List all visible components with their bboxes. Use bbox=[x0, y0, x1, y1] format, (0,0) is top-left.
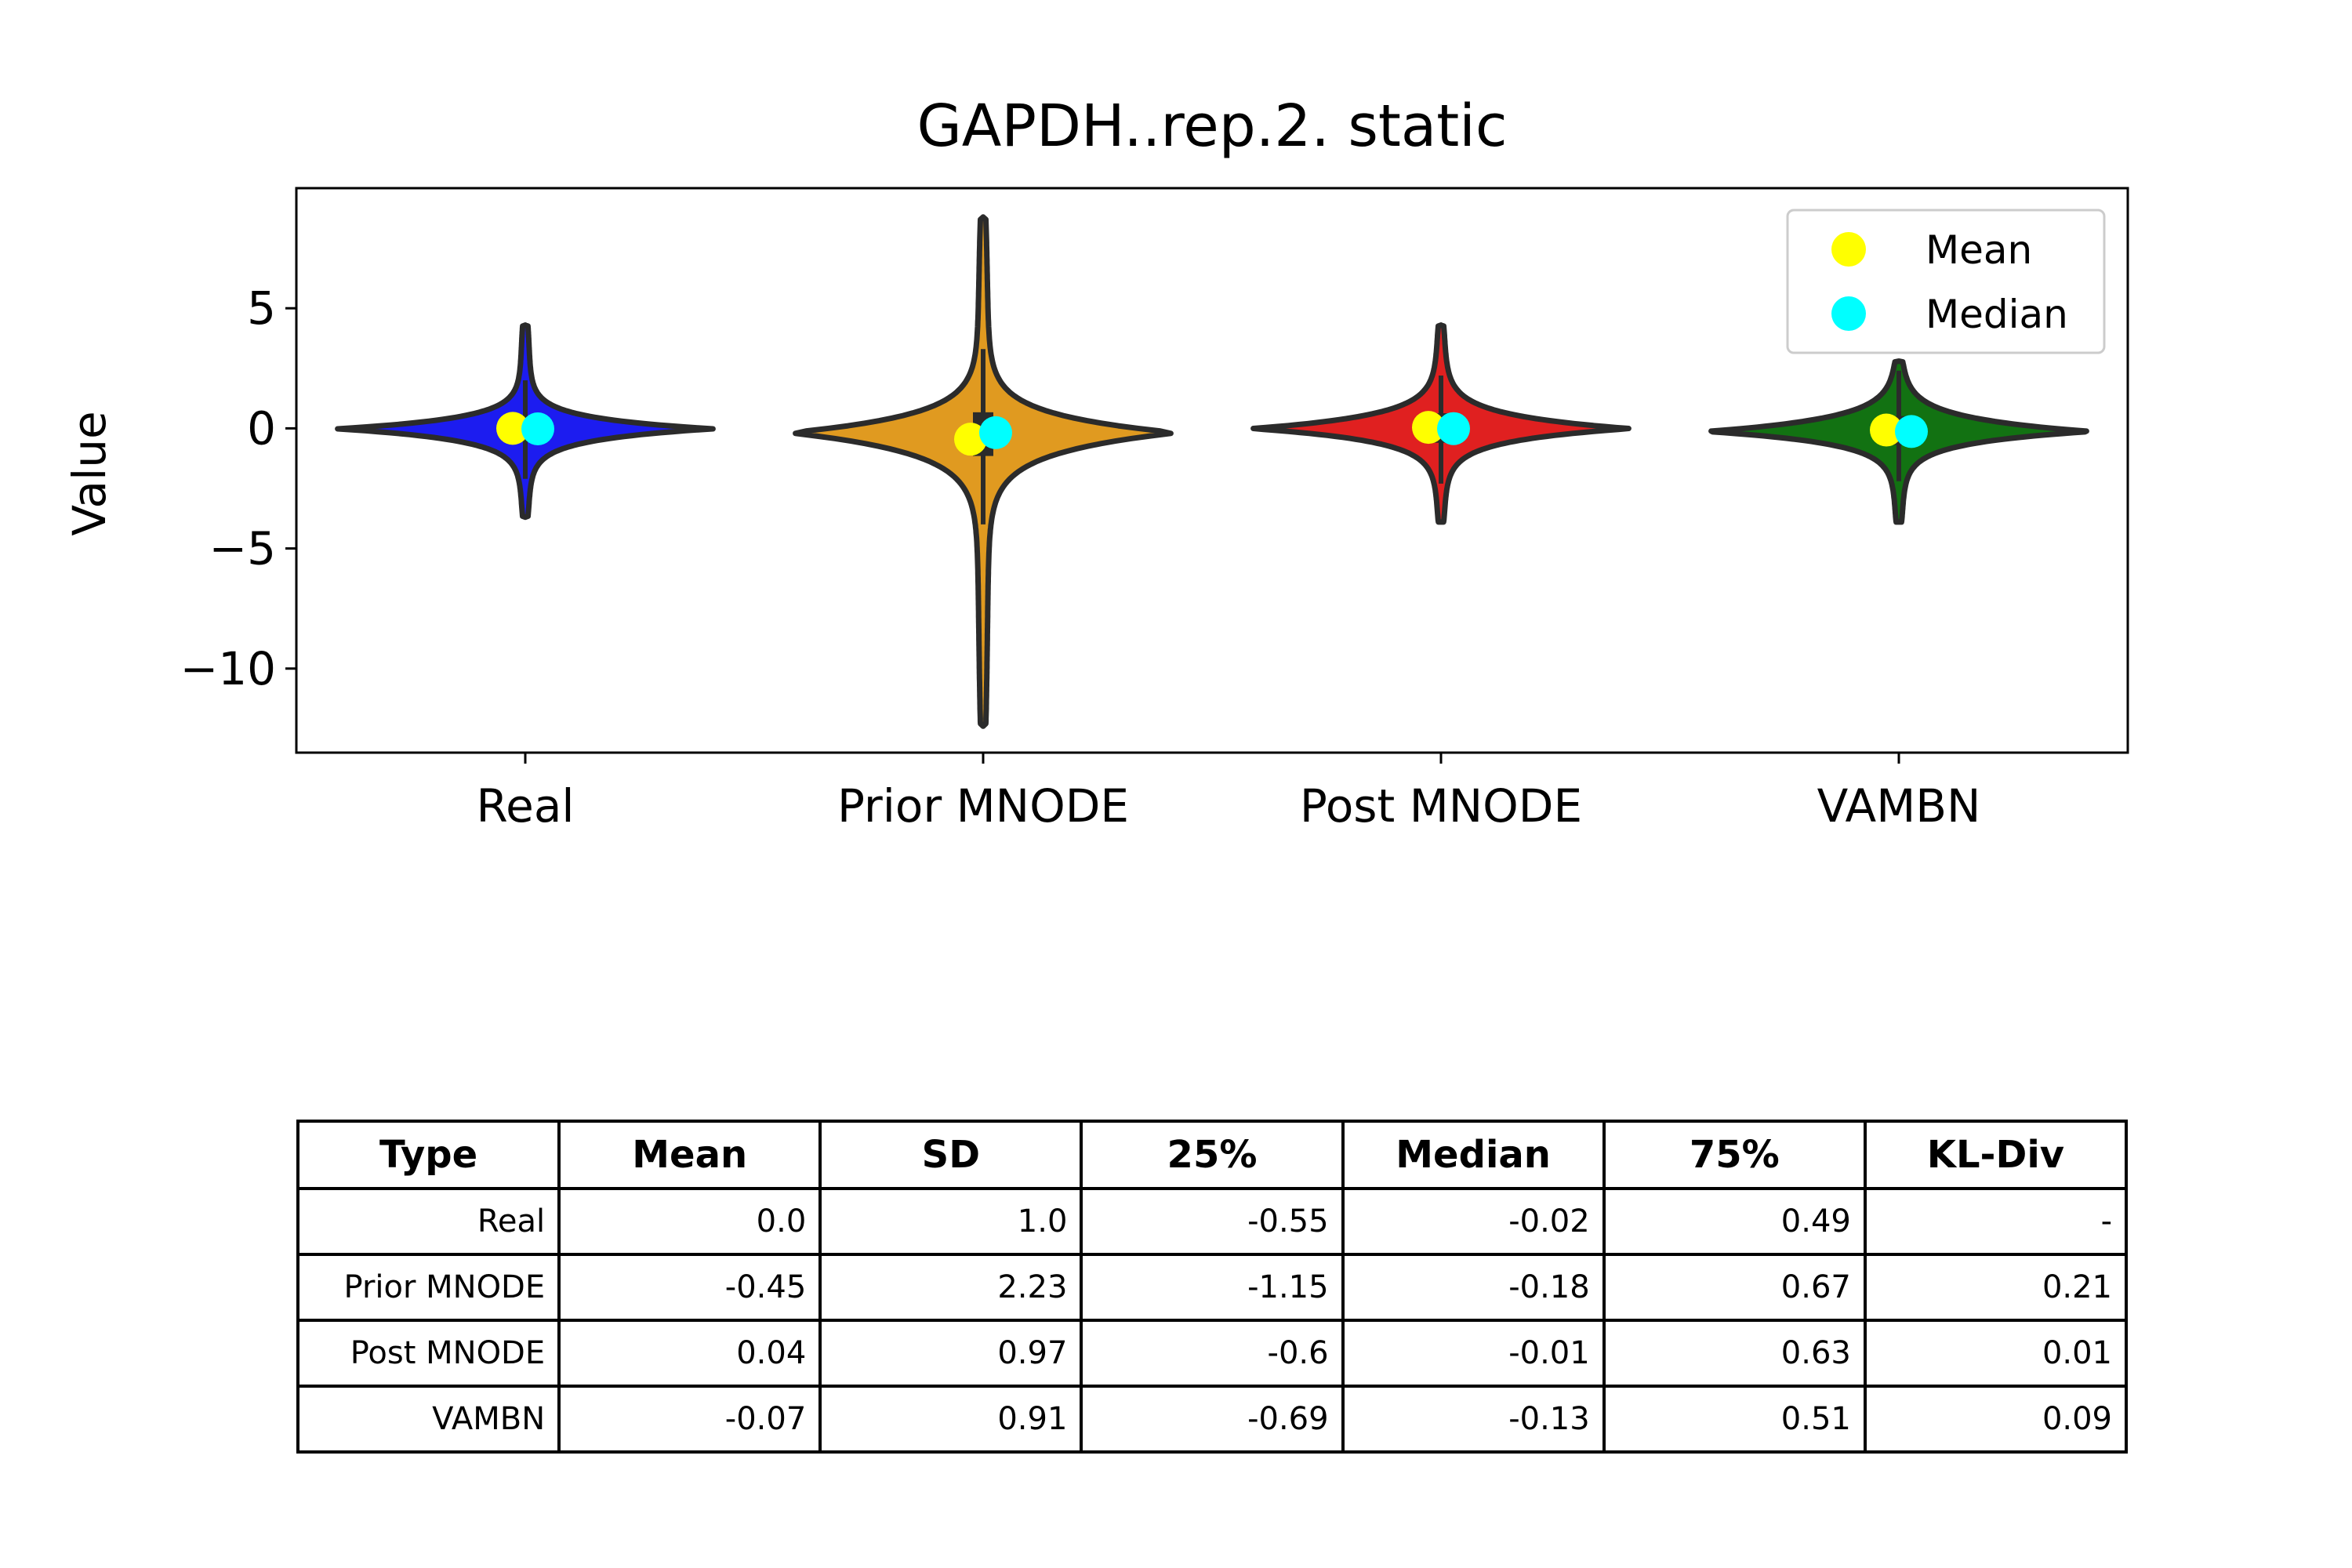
table-cell: 0.01 bbox=[1863, 1319, 2129, 1388]
table-cell: -0.02 bbox=[1341, 1187, 1606, 1256]
table-cell: -0.01 bbox=[1341, 1319, 1606, 1388]
table-cell: 0.63 bbox=[1602, 1319, 1867, 1388]
table-cell: -0.55 bbox=[1080, 1187, 1345, 1256]
x-tick-label: Post MNODE bbox=[1300, 779, 1582, 833]
table-cell: -0.6 bbox=[1080, 1319, 1345, 1388]
table-cell: -0.69 bbox=[1080, 1385, 1345, 1454]
y-tick-label: 5 bbox=[247, 281, 276, 335]
y-tick-label: −10 bbox=[180, 642, 276, 695]
plot-area: Real Prior MNODE Post MNODE VAMBN 5 0 −5 −10 bbox=[180, 187, 2129, 833]
legend-box bbox=[1786, 209, 2106, 354]
table-cell: Prior MNODE bbox=[296, 1253, 561, 1322]
table-cell: -0.07 bbox=[557, 1385, 822, 1454]
mean-point bbox=[496, 412, 529, 445]
table-cell: Post MNODE bbox=[296, 1319, 561, 1388]
table-header-cell: 75% bbox=[1602, 1120, 1867, 1190]
table-cell: -0.13 bbox=[1341, 1385, 1606, 1454]
stats-table: Type Mean SD 25% Median 75% KL-Div Real 0.0 1.0-… bbox=[296, 1120, 2129, 1454]
table-header-row: Type Mean SD 25% Median 75% KL-Div bbox=[296, 1120, 2129, 1190]
table-cell: Real bbox=[296, 1187, 561, 1256]
table-cell: -0.45 bbox=[557, 1253, 822, 1322]
x-tick-label: Prior MNODE bbox=[837, 779, 1129, 833]
table-cell: 1.0 bbox=[818, 1187, 1083, 1256]
y-tick-label: 0 bbox=[247, 401, 276, 455]
mean-legend-marker bbox=[1831, 232, 1866, 267]
table-cell: 0.09 bbox=[1863, 1385, 2129, 1454]
table-cell: - bbox=[1863, 1187, 2129, 1256]
mean-point bbox=[1870, 413, 1903, 447]
table-cell: 0.97 bbox=[818, 1319, 1083, 1388]
table-cell: VAMBN bbox=[296, 1385, 561, 1454]
table-row: Prior MNODE -0.45 2.23 -1.15 -0.18 0.67 0.21 bbox=[296, 1253, 2129, 1322]
table-row: Real 0.0 1.0 -0.55 -0.02 0.49- bbox=[296, 1187, 2129, 1256]
table-row: Post MNODE 0.04 0.97 -0.6 -0.01 0.63 0.01 bbox=[296, 1319, 2129, 1388]
mean-point bbox=[1412, 411, 1445, 445]
table-header-cell: SD bbox=[818, 1120, 1083, 1190]
table-cell: 0.51 bbox=[1602, 1385, 1867, 1454]
table-header-cell: Type bbox=[296, 1120, 561, 1190]
chart-title: GAPDH..rep.2. static bbox=[916, 93, 1507, 160]
y-tick-label: −5 bbox=[209, 522, 277, 575]
table-header-cell: KL-Div bbox=[1863, 1120, 2129, 1190]
table-header-cell: Median bbox=[1341, 1120, 1606, 1190]
table-cell: 0.91 bbox=[818, 1385, 1083, 1454]
table-cell: 0.49 bbox=[1602, 1187, 1867, 1256]
table-header-cell: 25% bbox=[1080, 1120, 1345, 1190]
x-tick-label: VAMBN bbox=[1817, 779, 1981, 833]
table-header-cell: Mean bbox=[557, 1120, 822, 1190]
median-point bbox=[1437, 412, 1470, 445]
y-axis-label: Value bbox=[63, 411, 116, 535]
table-cell: 0.0 bbox=[557, 1187, 822, 1256]
median-point bbox=[979, 416, 1012, 449]
table-row: VAMBN -0.07 0.91 -0.69 -0.13 0.51 0.09 bbox=[296, 1385, 2129, 1454]
median-point bbox=[521, 412, 554, 445]
legend: Mean Median bbox=[1786, 209, 2106, 354]
table-cell: -0.18 bbox=[1341, 1253, 1606, 1322]
x-tick-label: Real bbox=[476, 779, 574, 833]
table-cell: 0.21 bbox=[1863, 1253, 2129, 1322]
legend-label: Mean bbox=[1926, 227, 2032, 273]
axes-frame bbox=[295, 187, 2129, 754]
legend-label: Median bbox=[1926, 292, 2068, 337]
mean-point bbox=[954, 423, 987, 456]
median-legend-marker bbox=[1831, 296, 1866, 331]
table-cell: -1.15 bbox=[1080, 1253, 1345, 1322]
table-cell: 0.04 bbox=[557, 1319, 822, 1388]
table-cell: 0.67 bbox=[1602, 1253, 1867, 1322]
median-point bbox=[1895, 415, 1928, 448]
table-cell: 2.23 bbox=[818, 1253, 1083, 1322]
